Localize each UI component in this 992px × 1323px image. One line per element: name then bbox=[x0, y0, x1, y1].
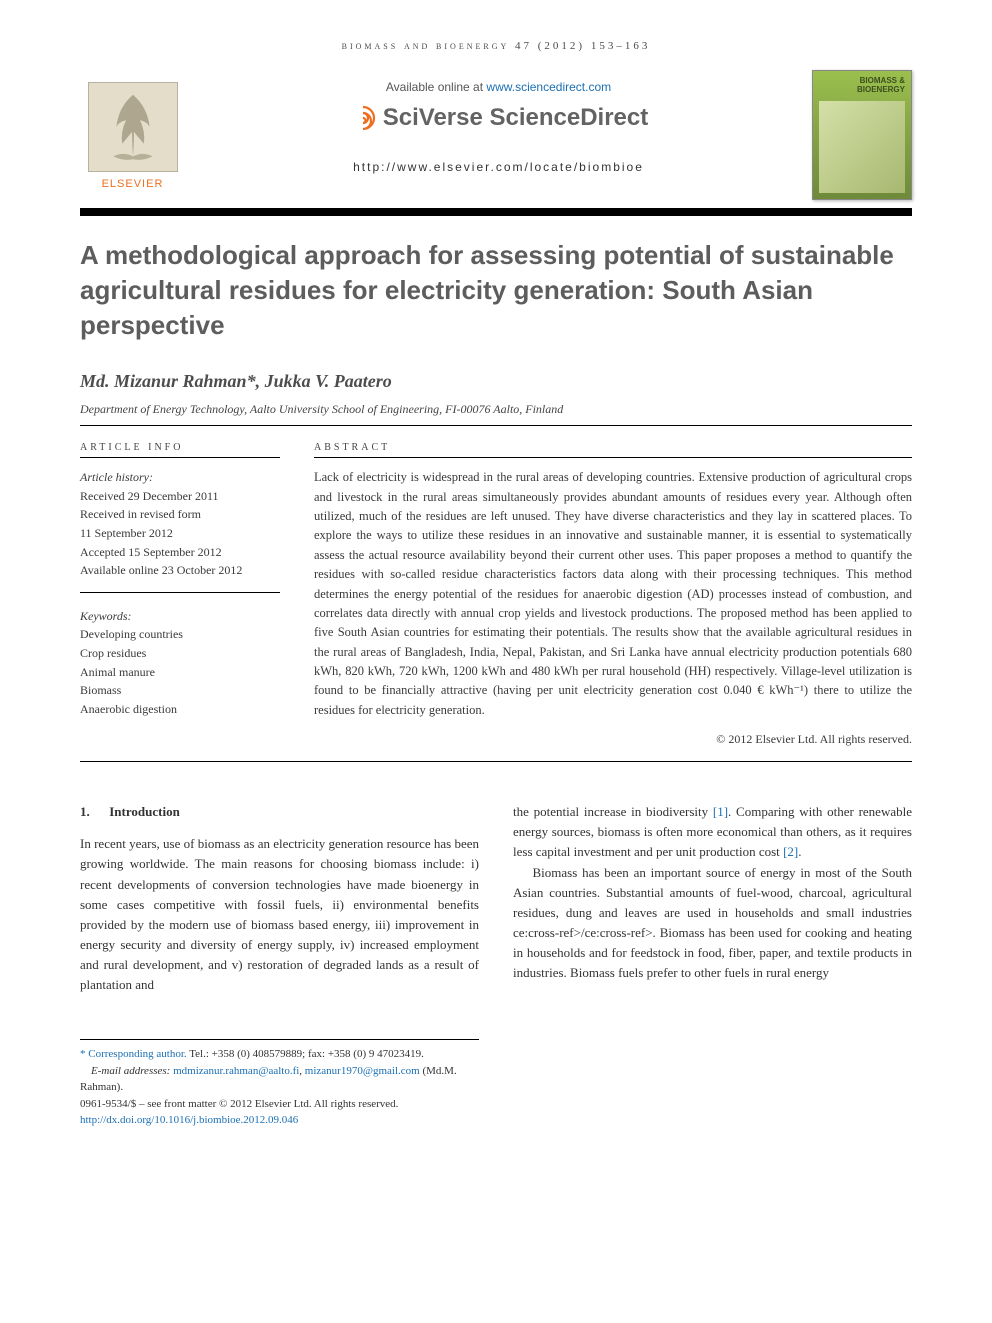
revised-label: Received in revised form bbox=[80, 507, 201, 521]
journal-header: biomass and bioenergy 47 (2012) 153–163 bbox=[80, 40, 912, 52]
body-text: . bbox=[798, 844, 801, 859]
authors: Md. Mizanur Rahman*, Jukka V. Paatero bbox=[80, 371, 912, 392]
received-date: Received 29 December 2011 bbox=[80, 489, 219, 503]
available-prefix: Available online at bbox=[386, 80, 487, 94]
abstract-column: ABSTRACT Lack of electricity is widespre… bbox=[314, 442, 912, 747]
platform-logo: SciVerse ScienceDirect bbox=[349, 104, 649, 132]
corr-author-line: * Corresponding author. Tel.: +358 (0) 4… bbox=[80, 1046, 479, 1063]
rule-below-abstract bbox=[80, 761, 912, 762]
doi-link[interactable]: http://dx.doi.org/10.1016/j.biombioe.201… bbox=[80, 1114, 298, 1126]
info-heading: ARTICLE INFO bbox=[80, 442, 280, 453]
body-text: the potential increase in biodiversity bbox=[513, 804, 713, 819]
email-label: E-mail addresses: bbox=[91, 1065, 173, 1077]
keywords-block: Keywords: Developing countries Crop resi… bbox=[80, 607, 280, 719]
journal-cover-thumb: BIOMASS & BIOENERGY bbox=[812, 70, 912, 200]
article-info-column: ARTICLE INFO Article history: Received 2… bbox=[80, 442, 280, 747]
citation-link[interactable]: [2] bbox=[783, 844, 798, 859]
accepted-date: Accepted 15 September 2012 bbox=[80, 545, 222, 559]
publisher-logo-block: ELSEVIER bbox=[80, 70, 185, 190]
available-online-line: Available online at www.sciencedirect.co… bbox=[185, 80, 812, 94]
journal-url: http://www.elsevier.com/locate/biombioe bbox=[185, 160, 812, 174]
affiliation: Department of Energy Technology, Aalto U… bbox=[80, 402, 912, 417]
body-paragraph: In recent years, use of biomass as an el… bbox=[80, 834, 479, 995]
email-link[interactable]: mizanur1970@gmail.com bbox=[305, 1065, 420, 1077]
copyright-line: © 2012 Elsevier Ltd. All rights reserved… bbox=[314, 732, 912, 747]
history-label: Article history: bbox=[80, 470, 153, 484]
body-paragraph: the potential increase in biodiversity [… bbox=[513, 802, 912, 862]
revised-date: 11 September 2012 bbox=[80, 526, 173, 540]
info-abstract-row: ARTICLE INFO Article history: Received 2… bbox=[80, 442, 912, 747]
abstract-heading: ABSTRACT bbox=[314, 442, 912, 453]
platform-name: SciVerse ScienceDirect bbox=[383, 104, 649, 132]
corr-label: * Corresponding author. bbox=[80, 1048, 187, 1060]
section-heading: 1. Introduction bbox=[80, 802, 479, 822]
keyword: Animal manure bbox=[80, 665, 155, 679]
info-rule-2 bbox=[80, 592, 280, 593]
keyword: Developing countries bbox=[80, 627, 183, 641]
article-history: Article history: Received 29 December 20… bbox=[80, 468, 280, 580]
publisher-name: ELSEVIER bbox=[102, 178, 164, 190]
rule-above-abstract bbox=[80, 425, 912, 426]
title-separator-bar bbox=[80, 208, 912, 216]
abstract-rule bbox=[314, 457, 912, 458]
corr-tel: Tel.: +358 (0) 408579889; fax: +358 (0) … bbox=[187, 1048, 424, 1060]
email-link[interactable]: mdmizanur.rahman@aalto.fi bbox=[173, 1065, 299, 1077]
email-line: E-mail addresses: mdmizanur.rahman@aalto… bbox=[80, 1063, 479, 1096]
keyword: Anaerobic digestion bbox=[80, 702, 177, 716]
cover-title: BIOMASS & BIOENERGY bbox=[819, 77, 905, 95]
section-number: 1. bbox=[80, 804, 90, 819]
center-banner: Available online at www.sciencedirect.co… bbox=[185, 70, 812, 174]
keyword: Crop residues bbox=[80, 646, 146, 660]
citation-link[interactable]: [1] bbox=[713, 804, 728, 819]
body-paragraph: Biomass has been an important source of … bbox=[513, 863, 912, 984]
corresponding-author-footer: * Corresponding author. Tel.: +358 (0) 4… bbox=[80, 1039, 479, 1129]
info-rule bbox=[80, 457, 280, 458]
cover-image-placeholder bbox=[819, 101, 905, 193]
section-title: Introduction bbox=[109, 804, 180, 819]
top-banner: ELSEVIER Available online at www.science… bbox=[80, 70, 912, 200]
keywords-label: Keywords: bbox=[80, 609, 132, 623]
authors-text: Md. Mizanur Rahman*, Jukka V. Paatero bbox=[80, 371, 392, 391]
sciencedirect-link[interactable]: www.sciencedirect.com bbox=[486, 80, 611, 94]
keyword: Biomass bbox=[80, 683, 121, 697]
online-date: Available online 23 October 2012 bbox=[80, 563, 242, 577]
article-title: A methodological approach for assessing … bbox=[80, 238, 912, 343]
elsevier-tree-icon bbox=[88, 82, 178, 172]
issn-line: 0961-9534/$ – see front matter © 2012 El… bbox=[80, 1096, 479, 1113]
sciverse-icon bbox=[349, 104, 377, 132]
abstract-text: Lack of electricity is widespread in the… bbox=[314, 468, 912, 720]
body-columns: 1. Introduction In recent years, use of … bbox=[80, 802, 912, 995]
